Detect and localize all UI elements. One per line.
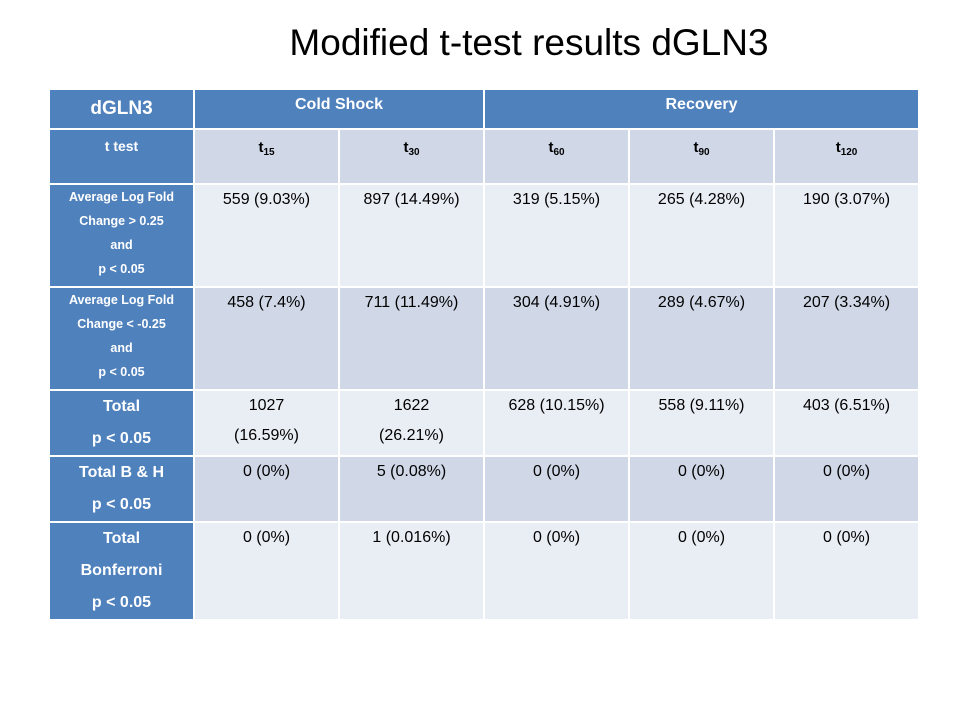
time-header-t60: t60: [483, 128, 631, 185]
cell-value: 403 (6.51%): [773, 389, 921, 457]
cell-value: 559 (9.03%): [193, 183, 340, 288]
cell-value: 0 (0%): [193, 521, 340, 621]
cell-value: 0 (0%): [483, 521, 631, 621]
cell-value: 1 (0.016%): [337, 521, 486, 621]
time-header-t15: t15: [193, 128, 340, 185]
time-header-t120: t120: [773, 128, 921, 185]
cell-value: 0 (0%): [483, 455, 631, 523]
cell-value: 897 (14.49%): [337, 183, 486, 288]
row-label: Total p < 0.05: [48, 389, 195, 457]
cell-value: 0 (0%): [193, 455, 340, 523]
header-row: dGLN3 Cold Shock Recovery: [48, 88, 921, 130]
row-label: Average Log Fold Change > 0.25 and p < 0.05: [48, 183, 195, 288]
t-test-label: t test: [48, 128, 195, 185]
cell-value: 1027 (16.59%): [193, 389, 340, 457]
cell-value: 5 (0.08%): [337, 455, 486, 523]
cell-value: 304 (4.91%): [483, 286, 631, 391]
slide-title: Modified t-test results dGLN3: [289, 22, 769, 63]
row-label: Total Bonferroni p < 0.05: [48, 521, 195, 621]
row-label: Average Log Fold Change < -0.25 and p < 0.0…: [48, 286, 195, 391]
cell-value: 0 (0%): [773, 521, 921, 621]
group-header-cold-shock: Cold Shock: [192, 88, 486, 130]
table-row-avg-fold-down: Average Log Fold Change < -0.25 and p < 0.0…: [48, 286, 921, 391]
subheader-row: t test t15 t30 t60 t90 t120: [48, 128, 921, 185]
table-row-avg-fold-up: Average Log Fold Change > 0.25 and p < 0.05…: [48, 183, 921, 288]
cell-value: 558 (9.11%): [628, 389, 776, 457]
cell-value: 0 (0%): [773, 455, 921, 523]
cell-value: 458 (7.4%): [193, 286, 340, 391]
cell-value: 289 (4.67%): [628, 286, 776, 391]
group-header-recovery: Recovery: [483, 88, 921, 130]
cell-value: 190 (3.07%): [773, 183, 921, 288]
cell-value: 1622 (26.21%): [337, 389, 486, 457]
cell-value: 265 (4.28%): [628, 183, 776, 288]
cell-value: 0 (0%): [628, 455, 776, 523]
table-row-total: Total p < 0.05 1027 (16.59%) 1622 (26.21%) …: [48, 389, 921, 457]
table-corner-label: dGLN3: [48, 88, 195, 130]
results-table: dGLN3 Cold Shock Recovery t test t15 t30…: [48, 88, 921, 621]
time-header-t30: t30: [337, 128, 486, 185]
cell-value: 319 (5.15%): [483, 183, 631, 288]
cell-value: 207 (3.34%): [773, 286, 921, 391]
cell-value: 628 (10.15%): [483, 389, 631, 457]
time-header-t90: t90: [628, 128, 776, 185]
cell-value: 711 (11.49%): [337, 286, 486, 391]
table-row-total-bonferroni: Total Bonferroni p < 0.05 0 (0%) 1 (0.016%…: [48, 521, 921, 621]
cell-value: 0 (0%): [628, 521, 776, 621]
